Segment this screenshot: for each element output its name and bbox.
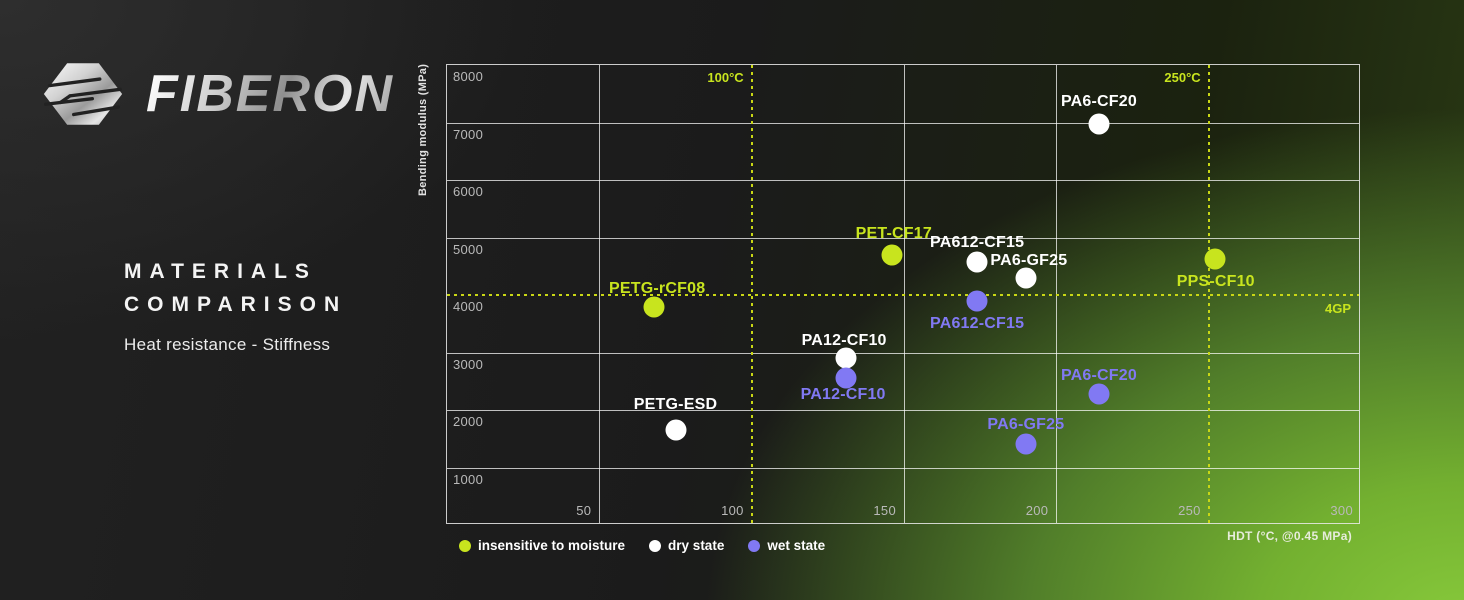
data-point [835, 367, 857, 389]
data-point-label: PETG-rCF08 [609, 279, 706, 297]
legend-item: insensitive to moisture [459, 538, 625, 553]
x-tick-label: 250 [1178, 503, 1201, 518]
legend-swatch-green [459, 539, 471, 552]
x-tick-label: 300 [1330, 503, 1353, 518]
gridline-horizontal [447, 237, 1359, 239]
data-point [1088, 113, 1110, 135]
data-point [1204, 248, 1226, 270]
brand-logo: FIBERON [42, 58, 394, 130]
y-axis-title: Bending modulus (MPa) [417, 63, 429, 197]
data-point [881, 244, 903, 266]
data-point [643, 296, 665, 317]
data-point [1015, 267, 1037, 289]
legend-label: insensitive to moisture [478, 538, 626, 553]
data-point-label: PA12-CF10 [801, 332, 887, 350]
legend-label: dry state [668, 538, 725, 553]
legend-item: dry state [649, 538, 724, 553]
title-line-1: MATERIALS [124, 260, 317, 283]
reference-line-label: 4GP [1324, 301, 1351, 316]
reference-line-label: 100°C [707, 70, 744, 85]
x-tick-label: 150 [873, 503, 896, 518]
y-tick-label: 2000 [453, 414, 484, 429]
data-point-label: PA612-CF15 [930, 314, 1025, 332]
x-tick-label: 50 [576, 503, 592, 518]
data-point [1088, 383, 1110, 405]
gridline-horizontal [447, 467, 1359, 469]
x-tick-label: 100 [721, 503, 744, 518]
y-tick-label: 8000 [453, 69, 484, 84]
data-point [966, 290, 988, 312]
y-tick-label: 6000 [453, 184, 484, 199]
data-point-label: PA6-CF20 [1060, 93, 1137, 111]
data-point-label: PA6-GF25 [987, 415, 1065, 433]
gridline-horizontal [447, 122, 1359, 124]
y-tick-label: 1000 [453, 471, 484, 487]
gridline-horizontal [447, 410, 1359, 411]
data-point-label: PA612-CF15 [930, 234, 1025, 252]
title-line-2: COMPARISON [124, 293, 348, 316]
x-tick-label: 200 [1025, 503, 1049, 518]
legend-item: wet state [748, 538, 825, 553]
data-point-label: PA12-CF10 [800, 385, 886, 403]
gridline-horizontal [447, 180, 1359, 181]
y-tick-label: 7000 [453, 126, 484, 142]
y-tick-label: 4000 [453, 299, 484, 314]
y-tick-label: 3000 [453, 356, 484, 372]
gridline-horizontal [447, 352, 1359, 354]
legend-label: wet state [767, 538, 826, 553]
y-tick-label: 5000 [453, 241, 484, 257]
data-point-label: PETG-ESD [633, 396, 718, 414]
data-point [1015, 433, 1037, 455]
data-point-label: PPS-CF10 [1176, 273, 1255, 291]
data-point-label: PA6-GF25 [990, 252, 1068, 270]
data-point-label: PA6-CF20 [1060, 367, 1137, 385]
brand-name: FIBERON [146, 65, 394, 123]
data-point [966, 251, 988, 273]
legend-swatch-white [649, 539, 662, 552]
data-point-label: PET-CF17 [855, 224, 932, 242]
reference-line-horizontal [447, 294, 1359, 296]
plot-area: 100°C 250°C 4GP 1000 2000 3000 4000 5000 6000 700… [446, 64, 1360, 524]
legend: insensitive to moisture dry state wet stat… [459, 538, 849, 553]
x-axis-title: HDT (°C, @0.45 MPa) [1227, 529, 1352, 543]
reference-line-label: 250°C [1164, 70, 1201, 85]
fiberon-logo-icon [43, 63, 123, 125]
data-point [835, 347, 857, 369]
data-point [665, 419, 686, 441]
panel-title: MATERIALS COMPARISON Heat resistance - S… [124, 255, 347, 355]
legend-swatch-purple [748, 539, 761, 552]
panel-subtitle: Heat resistance - Stiffness [124, 335, 331, 354]
